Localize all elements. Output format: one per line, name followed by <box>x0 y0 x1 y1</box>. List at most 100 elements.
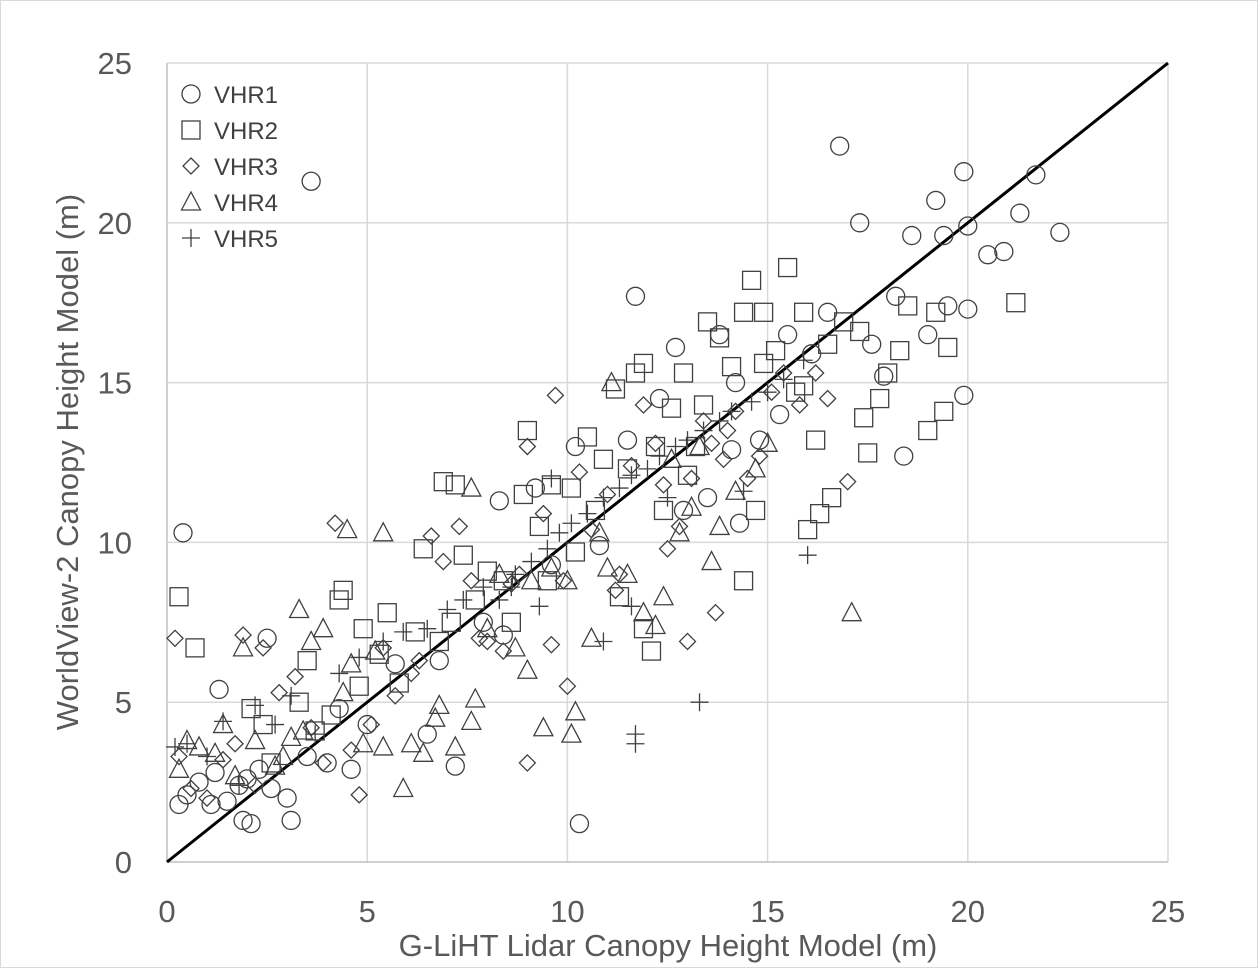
data-point-vhr2 <box>733 571 754 591</box>
data-point-vhr4 <box>444 735 466 756</box>
data-point-vhr1 <box>329 698 349 719</box>
x-tick-label: 25 <box>1151 894 1185 929</box>
data-point-vhr4 <box>412 741 434 762</box>
data-point-vhr1 <box>493 625 513 645</box>
data-point-vhr4 <box>580 626 603 647</box>
data-point-vhr5 <box>550 523 569 542</box>
data-point-vhr3 <box>546 386 565 405</box>
data-point-vhr3 <box>534 504 553 523</box>
data-point-vhr4 <box>488 562 510 584</box>
data-point-vhr4 <box>668 521 691 542</box>
data-point-vhr5 <box>438 600 457 619</box>
data-point-vhr2 <box>797 519 818 540</box>
data-point-vhr5 <box>622 597 641 616</box>
data-point-vhr1 <box>954 385 974 406</box>
data-markers <box>166 136 1070 834</box>
data-point-vhr5 <box>678 431 697 450</box>
data-point-vhr5 <box>394 622 413 641</box>
data-point-vhr4 <box>532 716 554 737</box>
data-point-vhr4 <box>652 585 675 606</box>
data-point-vhr3 <box>518 437 537 456</box>
data-point-vhr5 <box>330 664 349 683</box>
data-point-vhr5 <box>282 686 301 705</box>
data-point-vhr3 <box>226 734 244 753</box>
data-point-vhr5 <box>418 619 437 638</box>
data-point-vhr5 <box>622 466 641 485</box>
data-point-vhr5 <box>794 351 813 370</box>
data-point-vhr3 <box>286 667 305 686</box>
data-point-vhr1 <box>954 162 974 182</box>
x-tick-label: 20 <box>951 894 985 929</box>
data-point-vhr4 <box>757 431 779 452</box>
data-point-vhr1 <box>926 190 946 211</box>
data-point-vhr4 <box>708 515 731 536</box>
data-point-vhr2 <box>349 676 369 696</box>
data-point-vhr1 <box>201 794 221 815</box>
data-point-vhr5 <box>722 402 741 421</box>
data-point-vhr4 <box>312 617 334 638</box>
data-point-vhr4 <box>460 709 482 731</box>
data-point-vhr3 <box>682 469 701 488</box>
y-tick-label: 15 <box>98 366 132 401</box>
data-point-vhr2 <box>653 500 674 521</box>
data-point-vhr1 <box>918 325 938 345</box>
y-tick-label: 5 <box>115 685 132 720</box>
data-point-vhr3 <box>518 754 537 772</box>
data-point-vhr4 <box>372 735 394 756</box>
data-point-vhr5 <box>522 552 541 571</box>
data-point-vhr3 <box>670 517 689 536</box>
data-point-vhr4 <box>476 617 498 638</box>
one-to-one-line <box>166 61 1169 864</box>
data-point-vhr2 <box>577 427 598 447</box>
data-point-vhr5 <box>594 488 613 507</box>
data-point-vhr4 <box>680 495 703 516</box>
data-point-vhr1 <box>958 216 978 236</box>
data-point-vhr4 <box>644 614 667 635</box>
data-point-vhr2 <box>822 488 842 508</box>
data-point-vhr5 <box>490 590 509 609</box>
legend-label: VHR3 <box>214 154 278 181</box>
data-point-vhr1 <box>902 225 922 246</box>
data-point-vhr3 <box>726 402 745 421</box>
data-point-vhr1 <box>958 299 978 319</box>
data-point-vhr2 <box>429 631 449 652</box>
data-point-vhr5 <box>214 712 233 731</box>
data-point-vhr4 <box>556 569 578 590</box>
data-point-vhr2 <box>745 500 766 521</box>
data-point-vhr2 <box>609 587 630 607</box>
data-point-vhr1 <box>769 404 790 425</box>
data-point-vhr2 <box>753 353 774 374</box>
data-point-vhr3 <box>718 421 737 440</box>
data-point-vhr2 <box>501 612 521 632</box>
data-point-vhr1 <box>541 555 562 575</box>
data-point-vhr1 <box>205 762 225 783</box>
data-point-vhr3 <box>450 517 469 536</box>
data-point-vhr2 <box>289 692 309 712</box>
x-tick-label: 0 <box>158 894 175 929</box>
data-point-vhr4 <box>516 658 538 679</box>
data-point-vhr1 <box>934 225 954 246</box>
data-point-vhr5 <box>178 734 197 753</box>
data-point-vhr3 <box>182 779 200 798</box>
data-point-vhr1 <box>417 724 437 744</box>
data-point-vhr2 <box>241 698 261 719</box>
data-point-vhr3 <box>270 683 289 702</box>
data-point-vhr1 <box>173 523 193 543</box>
data-point-vhr3 <box>214 750 232 769</box>
data-point-vhr3 <box>838 472 857 491</box>
data-point-vhr1 <box>217 791 237 811</box>
data-point-vhr1 <box>473 612 493 632</box>
data-point-vhr1 <box>281 810 301 831</box>
data-point-vhr4 <box>204 741 226 762</box>
data-point-vhr2 <box>693 395 714 415</box>
data-point-vhr2 <box>377 603 397 623</box>
x-tick-label: 5 <box>359 894 376 929</box>
data-point-vhr1 <box>777 325 798 345</box>
legend-marker-vhr1 <box>181 84 201 104</box>
data-point-vhr3 <box>362 715 381 734</box>
data-point-vhr5 <box>198 747 217 766</box>
data-point-vhr3 <box>510 565 529 584</box>
data-point-vhr3 <box>818 389 837 408</box>
data-point-vhr2 <box>741 270 762 290</box>
